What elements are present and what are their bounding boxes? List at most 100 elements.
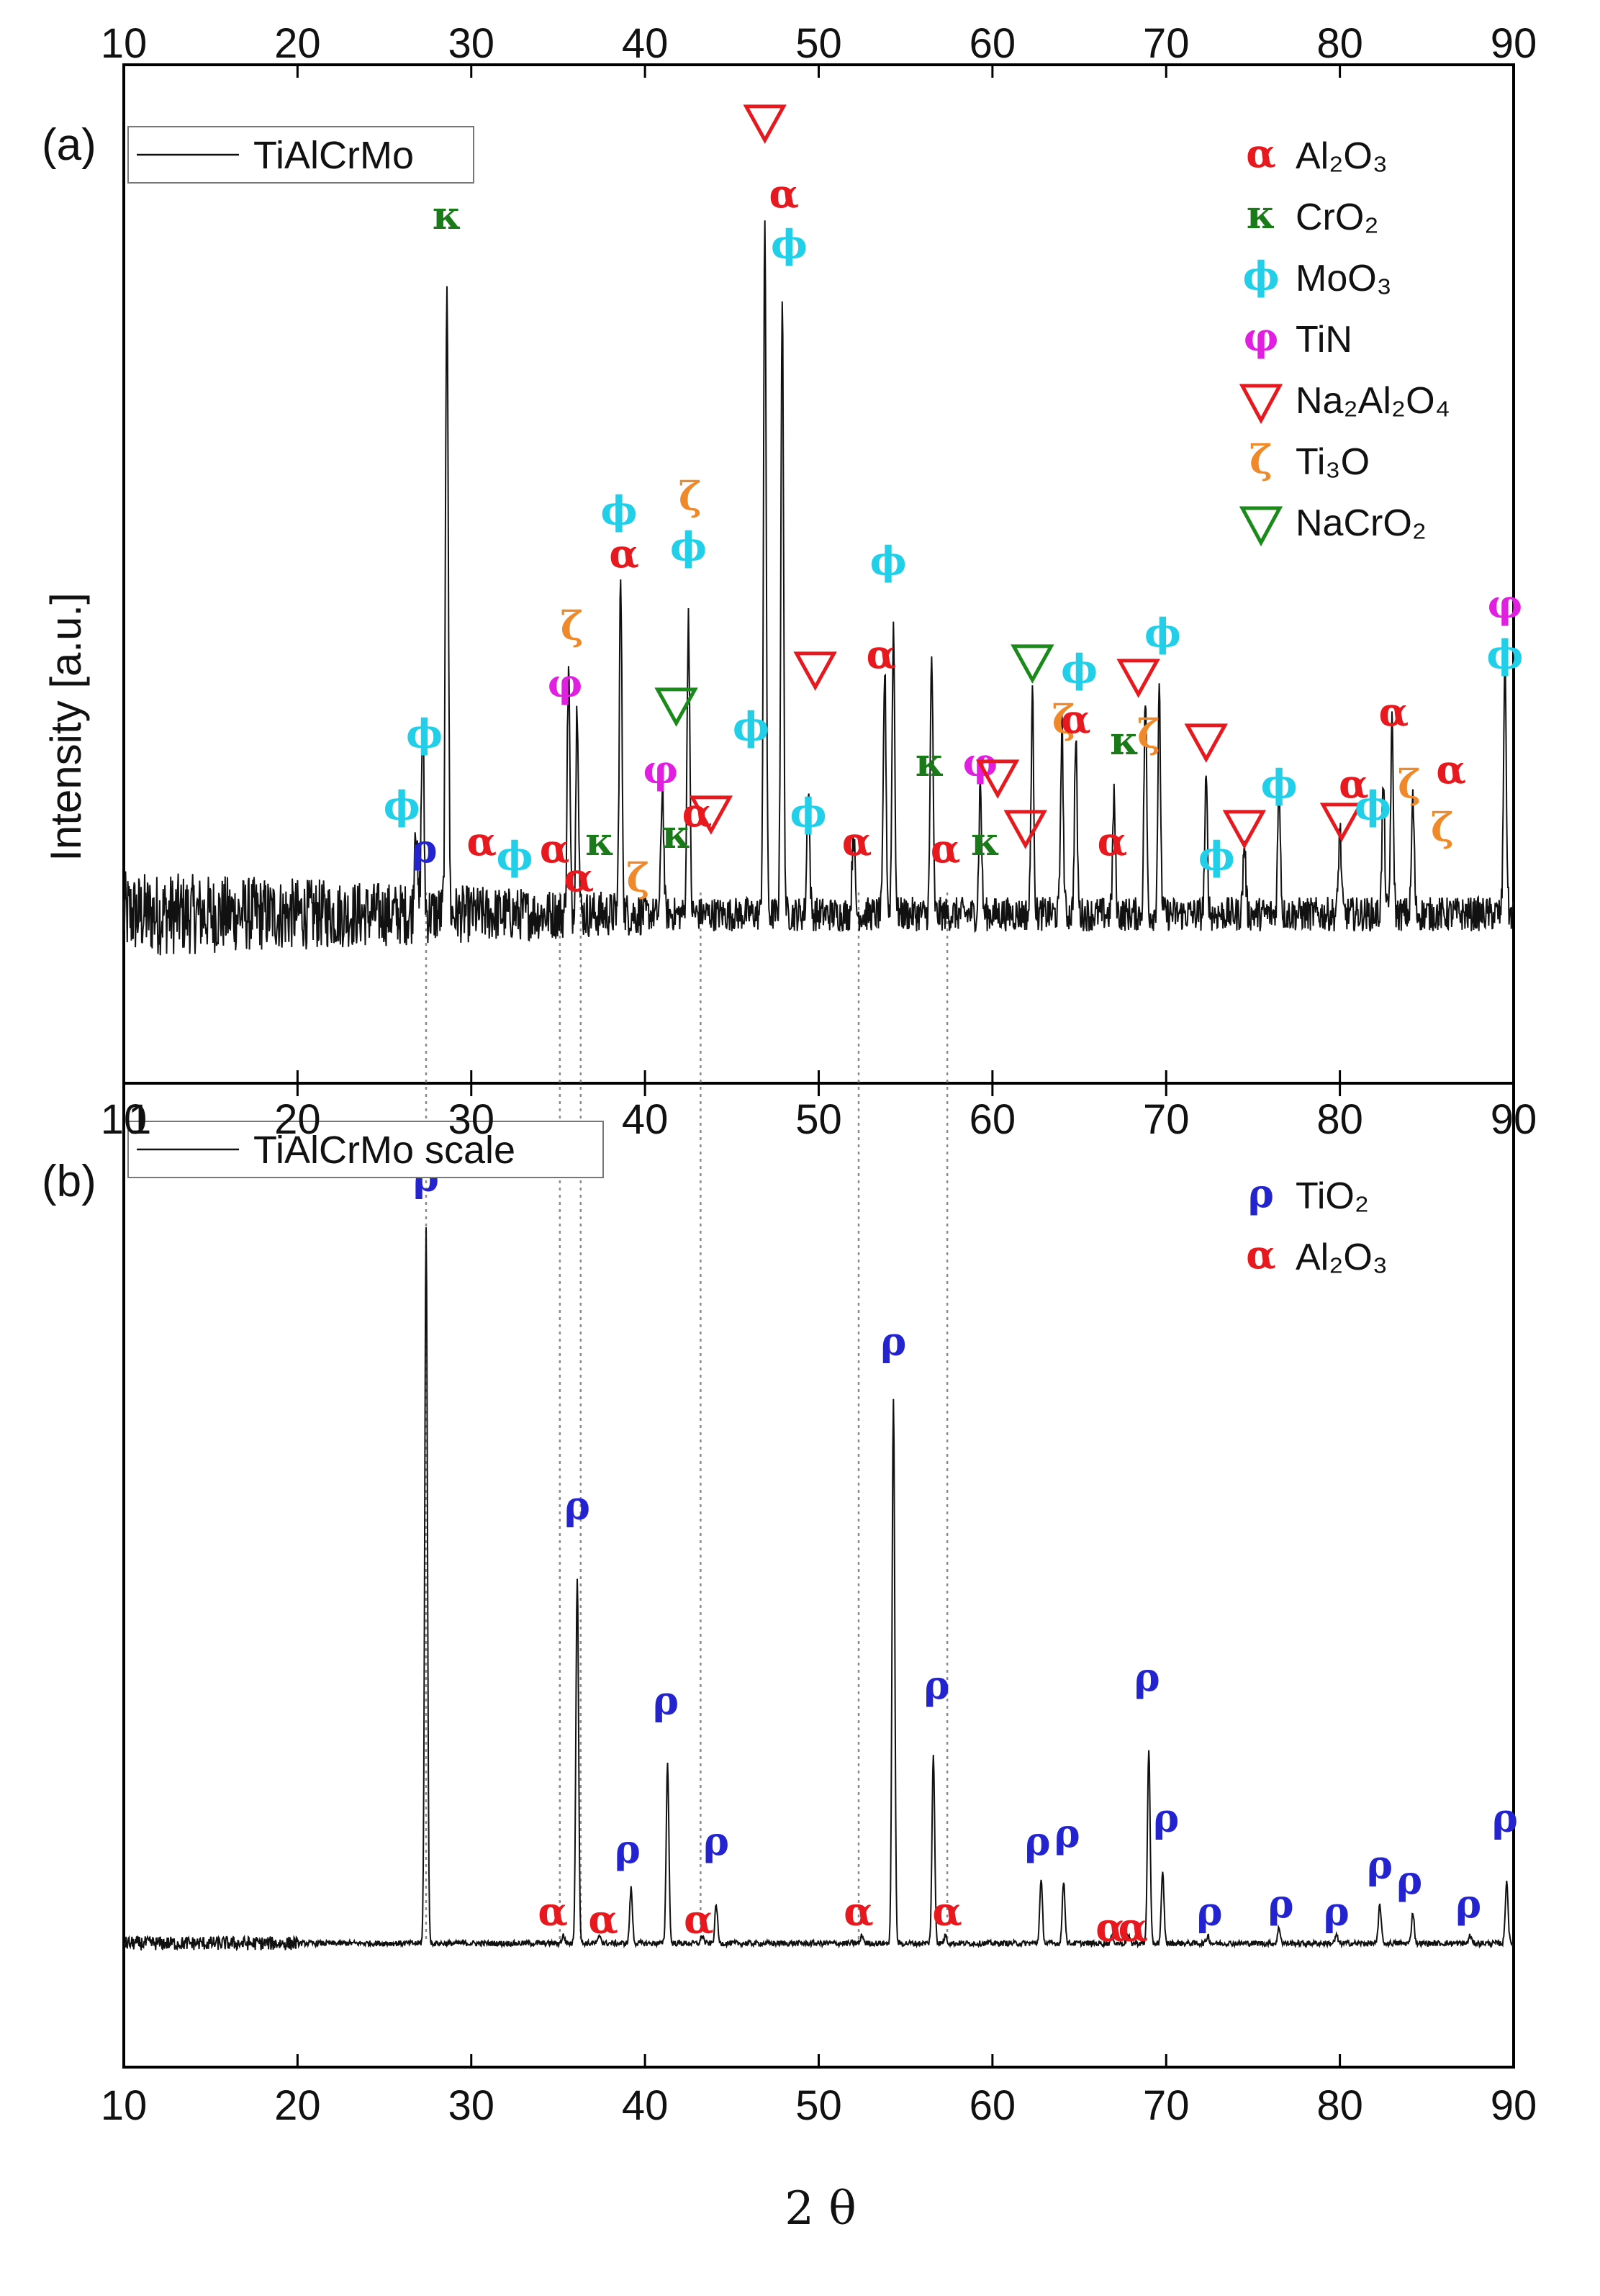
bottom-tick-label: 90	[1491, 2082, 1537, 2129]
mid-tick-label: 90	[1491, 1096, 1537, 1143]
y-axis-title: Intensity [a.u.]	[42, 592, 90, 862]
peak-marker-symbol: α	[932, 1889, 962, 1935]
bottom-tick-label: 50	[795, 2082, 842, 2129]
peak-marker-symbol: ρ	[564, 1482, 590, 1528]
peak-marker-symbol: α	[1436, 746, 1466, 792]
peak-marker-symbol: ρ	[1197, 1889, 1223, 1935]
key-label: Al₂O₃	[1296, 1237, 1388, 1278]
mid-tick-label: 70	[1143, 1096, 1190, 1143]
key-label: Na₂Al₂O₄	[1296, 380, 1450, 422]
peak-marker-symbol: ρ	[653, 1678, 679, 1724]
mid-tick-label: 20	[274, 1096, 321, 1143]
key-label: Al₂O₃	[1296, 135, 1388, 177]
peak-marker-symbol: ϕ	[870, 538, 907, 584]
bottom-tick-label: 60	[970, 2082, 1016, 2129]
peak-marker-symbol: ϕ	[406, 710, 443, 756]
key-symbol: ζ	[1249, 436, 1273, 482]
mid-tick-label: 80	[1316, 1096, 1363, 1143]
peak-marker-symbol: ρ	[615, 1826, 641, 1872]
peak-marker-symbol: α	[1061, 696, 1091, 742]
peak-marker-triangle	[654, 687, 698, 727]
peak-marker-symbol: ζ	[1052, 696, 1075, 742]
bottom-tick-label: 30	[448, 2082, 494, 2129]
peak-marker-symbol: ζ	[626, 854, 649, 900]
peak-marker-symbol: α	[844, 1889, 874, 1935]
bottom-tick-label: 70	[1143, 2082, 1190, 2129]
peak-marker-symbol: φ	[643, 746, 678, 792]
peak-marker-symbol: ζ	[1137, 710, 1160, 756]
peak-marker-symbol: ϕ	[733, 703, 769, 749]
peak-marker-symbol: κ	[585, 818, 614, 864]
peak-marker-symbol: ρ	[1367, 1842, 1393, 1888]
peak-marker-symbol: κ	[661, 811, 690, 857]
key-label: MoO₃	[1296, 258, 1392, 299]
key-symbol: ϕ	[1243, 253, 1280, 299]
peak-marker-symbol: α	[588, 1896, 618, 1942]
peak-marker-symbol: ρ	[703, 1818, 729, 1864]
peak-marker-symbol: ρ	[1268, 1881, 1294, 1927]
legend-label: TiAlCrMo	[253, 134, 414, 177]
peak-marker-triangle	[1222, 810, 1267, 849]
peak-marker-symbol: α	[769, 171, 799, 217]
peak-marker-symbol: ζ	[561, 602, 584, 648]
peak-marker-triangle	[689, 795, 733, 835]
peak-marker-symbol: φ	[1488, 581, 1523, 627]
peak-marker-symbol: κ	[916, 739, 944, 785]
peak-marker-triangle	[1184, 723, 1229, 763]
peak-marker-symbol: ρ	[412, 826, 438, 872]
peak-marker-triangle	[1003, 810, 1047, 849]
peak-marker-symbol: α	[540, 826, 570, 872]
peak-marker-symbol: ρ	[1025, 1818, 1051, 1864]
series-line-b	[123, 1227, 1514, 1951]
top-tick-label: 30	[448, 20, 494, 67]
bottom-tick-label: 20	[274, 2082, 321, 2129]
peak-marker-symbol: α	[609, 530, 639, 577]
peak-marker-symbol: ρ	[880, 1319, 906, 1365]
peak-marker-symbol: α	[867, 631, 897, 677]
top-tick-label: 20	[274, 20, 321, 67]
peak-marker-symbol: α	[842, 818, 872, 864]
key-symbol: φ	[1244, 314, 1279, 360]
peak-marker-symbol: ϕ	[1355, 782, 1391, 828]
legends: TiAlCrMo α Al₂O₃ κ CrO₂ ϕ MoO₃ φ TiN Na₂Al₂O₄ ζ Ti₃…	[127, 126, 1450, 1278]
peak-marker-symbol: α	[466, 818, 497, 864]
peak-marker-symbol: ρ	[1324, 1889, 1350, 1935]
panel-b-frame	[122, 1082, 1515, 2069]
peak-marker-symbol: ϕ	[790, 790, 827, 836]
mid-tick-label: 10	[101, 1096, 148, 1143]
key-label: TiN	[1296, 319, 1352, 361]
legend-label: TiAlCrMo scale	[253, 1129, 515, 1172]
peak-marker-triangle	[1319, 803, 1364, 842]
top-tick-label: 70	[1143, 20, 1190, 67]
peak-marker-symbol: ϕ	[1061, 646, 1098, 692]
bottom-tick-label: 10	[101, 2082, 148, 2129]
peak-marker-symbol: ϕ	[1144, 610, 1181, 656]
peak-marker-triangle	[793, 651, 837, 691]
axis-text: 10 10 20 20 30 30 40 40 50 50 60 60 70 70 80 80 90 90 (a) 1…	[42, 20, 1537, 2236]
panel-label: (b)	[42, 1157, 96, 1206]
peak-marker-symbol: ζ	[679, 473, 702, 519]
peak-marker-triangle	[743, 104, 787, 144]
key-symbol	[1239, 384, 1283, 425]
key-label: CrO₂	[1296, 196, 1379, 238]
peak-marker-symbol: ρ	[1134, 1654, 1160, 1700]
peak-marker-symbol: ϕ	[771, 221, 808, 267]
mid-tick-label: 40	[622, 1096, 669, 1143]
peak-marker-symbol: α	[1095, 1904, 1126, 1950]
peak-marker-symbol: ζ	[1431, 804, 1454, 850]
traces	[123, 220, 1514, 1951]
peak-marker-symbol: ρ	[1396, 1857, 1422, 1903]
peak-marker-symbol: ζ	[1398, 761, 1421, 807]
key-label: NaCrO₂	[1296, 502, 1427, 544]
ticks	[122, 65, 1515, 2067]
key-label: TiO₂	[1296, 1175, 1369, 1217]
peak-marker-symbol: ϕ	[1487, 631, 1524, 677]
bottom-tick-label: 80	[1316, 2082, 1363, 2129]
peak-marker-triangle	[975, 759, 1020, 799]
peak-marker-symbol: α	[684, 1896, 714, 1942]
peak-marker-symbol: α	[1339, 761, 1369, 807]
peak-marker-symbol: ϕ	[384, 782, 420, 828]
top-tick-label: 60	[970, 20, 1016, 67]
bottom-tick-label: 40	[622, 2082, 669, 2129]
